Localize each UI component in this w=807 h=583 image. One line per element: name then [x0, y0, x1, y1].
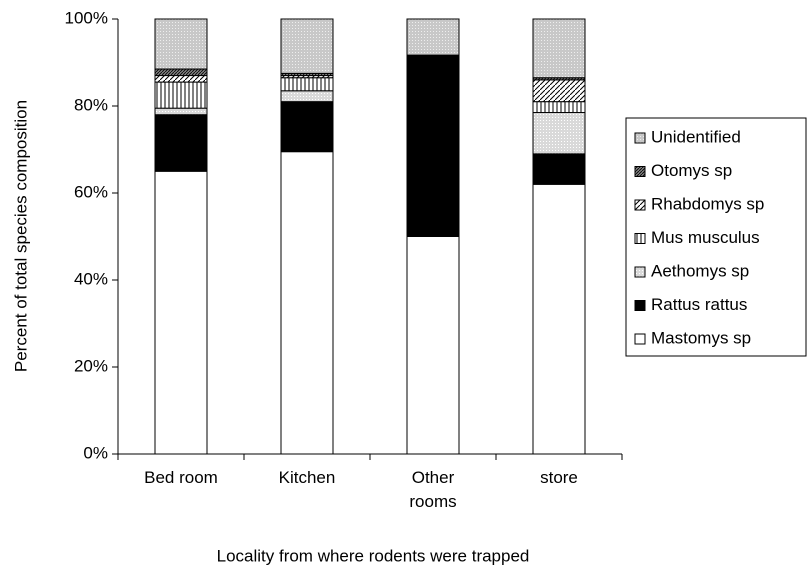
bar-segment: [532, 18, 586, 79]
x-tick-label: store: [540, 468, 578, 487]
y-tick-label: 0%: [83, 443, 108, 462]
bar-segment: [532, 153, 586, 185]
bar-segment: [280, 151, 334, 455]
y-tick-label: 20%: [74, 356, 108, 375]
x-axis-title: Locality from where rodents were trapped: [217, 546, 530, 565]
bar-segment: [280, 18, 334, 74]
legend-swatch: [634, 132, 646, 144]
bar-segment: [406, 18, 460, 56]
x-tick-label: Other rooms: [409, 468, 457, 511]
legend-swatch: [634, 333, 646, 345]
bar-segment: [532, 183, 586, 455]
bar-segment: [154, 114, 208, 172]
legend-label: Rattus rattus: [651, 295, 747, 314]
y-axis-title: Percent of total species composition: [11, 100, 30, 372]
bar-segment: [532, 79, 586, 103]
legend-label: Mastomys sp: [651, 328, 751, 347]
legend-label: Rhabdomys sp: [651, 194, 764, 213]
bar-segment: [532, 112, 586, 155]
legend-box: [625, 117, 807, 357]
y-tick-label: 40%: [74, 269, 108, 288]
bar-segment: [154, 75, 208, 83]
y-tick-label: 80%: [74, 95, 108, 114]
legend-swatch: [634, 233, 646, 244]
bar-segment: [154, 18, 208, 70]
bar-segment: [280, 90, 334, 103]
legend-label: Unidentified: [651, 127, 741, 146]
legend-label: Mus musculus: [651, 228, 760, 247]
bar-segment: [154, 170, 208, 455]
bar-segment: [532, 101, 586, 114]
bar-segment: [406, 236, 460, 455]
bar-segment: [280, 101, 334, 153]
bar-segment: [154, 81, 208, 109]
bar-segment: [406, 54, 460, 238]
legend-swatch: [634, 300, 646, 311]
legend-label: Otomys sp: [651, 161, 732, 180]
legend-swatch: [634, 166, 646, 177]
x-tick-label: Bed room: [144, 468, 218, 487]
legend-swatch: [634, 199, 646, 211]
y-tick-label: 100%: [65, 8, 108, 27]
legend-label: Aethomys sp: [651, 261, 749, 280]
x-tick-label: Kitchen: [278, 468, 336, 487]
y-tick-label: 60%: [74, 182, 108, 201]
bar-segment: [280, 77, 334, 92]
bar-segment: [154, 68, 208, 77]
bar-segment: [154, 107, 208, 116]
legend-swatch: [634, 266, 646, 278]
